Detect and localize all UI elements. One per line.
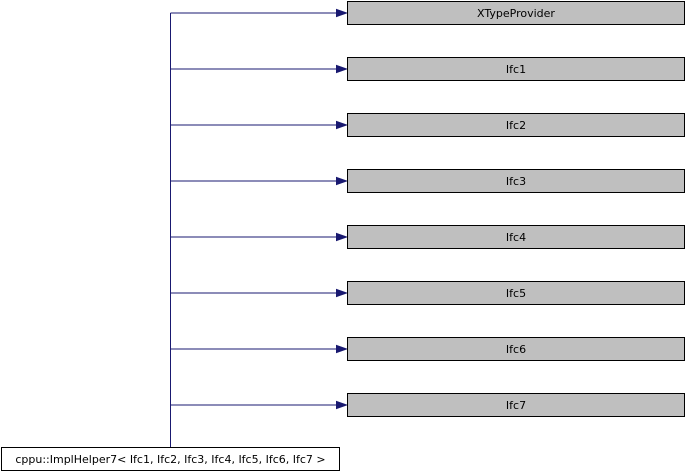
base-class-label: XTypeProvider bbox=[477, 7, 555, 20]
base-class-box[interactable] bbox=[347, 169, 685, 193]
base-class-ifc3[interactable]: Ifc3 bbox=[347, 169, 685, 193]
base-class-nodes: XTypeProvider Ifc1 Ifc2 Ifc3 Ifc4 Ifc5 Ifc6 Ifc… bbox=[347, 1, 685, 417]
arrowhead-icon bbox=[336, 8, 349, 18]
base-class-box[interactable] bbox=[347, 393, 685, 417]
base-class-label: Ifc2 bbox=[506, 119, 526, 132]
base-class-box[interactable] bbox=[347, 337, 685, 361]
arrowhead-icon bbox=[336, 232, 349, 242]
base-class-box[interactable] bbox=[347, 57, 685, 81]
base-class-label: Ifc3 bbox=[506, 175, 526, 188]
base-class-ifc5[interactable]: Ifc5 bbox=[347, 281, 685, 305]
base-class-ifc4[interactable]: Ifc4 bbox=[347, 225, 685, 249]
derived-class-box[interactable] bbox=[1, 447, 340, 471]
derived-class-node[interactable]: cppu::ImplHelper7< Ifc1, Ifc2, Ifc3, Ifc… bbox=[1, 447, 340, 471]
arrowhead-icon bbox=[336, 344, 349, 354]
base-class-label: Ifc5 bbox=[506, 287, 526, 300]
base-class-label: Ifc6 bbox=[506, 343, 526, 356]
arrowhead-icon bbox=[336, 120, 349, 130]
base-class-ifc6[interactable]: Ifc6 bbox=[347, 337, 685, 361]
arrowhead-icon bbox=[336, 176, 349, 186]
base-class-box[interactable] bbox=[347, 1, 685, 25]
base-class-ifc7[interactable]: Ifc7 bbox=[347, 393, 685, 417]
base-class-label: Ifc4 bbox=[506, 231, 526, 244]
base-class-ifc1[interactable]: Ifc1 bbox=[347, 57, 685, 81]
base-class-xtypeprovider[interactable]: XTypeProvider bbox=[347, 1, 685, 25]
base-class-box[interactable] bbox=[347, 281, 685, 305]
base-class-box[interactable] bbox=[347, 225, 685, 249]
inheritance-edges bbox=[170, 8, 349, 447]
base-class-label: Ifc1 bbox=[506, 63, 526, 76]
base-class-label: Ifc7 bbox=[506, 399, 526, 412]
base-class-box[interactable] bbox=[347, 113, 685, 137]
arrowhead-icon bbox=[336, 400, 349, 410]
arrowhead-icon bbox=[336, 64, 349, 74]
derived-class-label: cppu::ImplHelper7< Ifc1, Ifc2, Ifc3, Ifc… bbox=[15, 453, 325, 466]
arrowhead-icon bbox=[336, 288, 349, 298]
base-class-ifc2[interactable]: Ifc2 bbox=[347, 113, 685, 137]
